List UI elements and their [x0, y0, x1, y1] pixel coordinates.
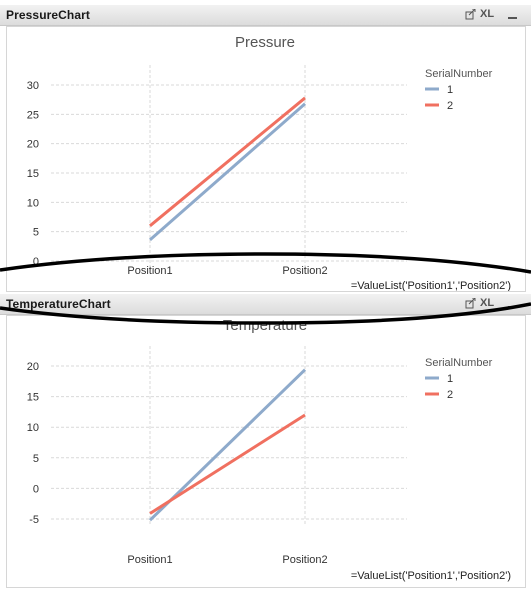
- series-line-2: [149, 413, 306, 515]
- y-tick-label: 10: [27, 422, 39, 434]
- y-tick-label: 30: [27, 80, 39, 92]
- chart-title: Temperature: [223, 317, 307, 334]
- window-toolbar: XL: [465, 297, 521, 310]
- legend-label-2: 2: [447, 389, 453, 401]
- y-tick-label: 5: [33, 227, 39, 239]
- legend-label-1: 1: [447, 373, 453, 385]
- x-dimension-expression: =ValueList('Position1','Position2'): [351, 570, 511, 582]
- y-tick-label: 25: [27, 109, 39, 121]
- y-tick-label: 5: [33, 453, 39, 465]
- minimize-icon[interactable]: [507, 298, 518, 310]
- xl-export-button[interactable]: XL: [480, 8, 495, 20]
- y-tick-label: -5: [29, 514, 39, 526]
- minimize-icon[interactable]: [507, 9, 518, 21]
- y-tick-label: 20: [27, 139, 39, 151]
- window-title: TemperatureChart: [6, 297, 111, 311]
- legend-label-2: 2: [447, 100, 453, 112]
- xl-export-button[interactable]: XL: [480, 297, 495, 309]
- temperature-chart-titlebar[interactable]: TemperatureChart XL: [0, 294, 531, 315]
- legend-title: SerialNumber: [425, 68, 493, 80]
- series-line-2: [149, 96, 306, 227]
- y-tick-label: 0: [33, 483, 39, 495]
- pressure-chart-area[interactable]: 0 5 10 15 20 25 30 Position1 Position2 Pressure Se…: [6, 26, 526, 292]
- x-dimension-expression: =ValueList('Position1','Position2'): [351, 280, 511, 291]
- x-tick-label: Position2: [282, 265, 327, 277]
- y-tick-label: 10: [27, 197, 39, 209]
- series-line-1: [148, 368, 307, 522]
- x-tick-label: Position2: [282, 554, 327, 566]
- x-tick-label: Position1: [127, 554, 172, 566]
- y-tick-label: 20: [27, 361, 39, 373]
- y-tick-label: 0: [33, 256, 39, 268]
- pressure-chart-titlebar[interactable]: PressureChart XL: [0, 5, 531, 26]
- legend-title: SerialNumber: [425, 357, 493, 369]
- window-toolbar: XL: [465, 8, 521, 21]
- y-tick-label: 15: [27, 392, 39, 404]
- temperature-line-chart: -5 0 5 10 15 20 Position1 Position2 Temperature S…: [27, 317, 511, 582]
- temperature-chart-panel: TemperatureChart XL -5 0 5 10 15 20 Position1 P…: [0, 294, 531, 588]
- chart-title: Pressure: [235, 34, 295, 51]
- export-icon[interactable]: [465, 8, 476, 21]
- window-title: PressureChart: [6, 8, 91, 22]
- temperature-chart-area[interactable]: -5 0 5 10 15 20 Position1 Position2 Temperature S…: [6, 315, 526, 588]
- legend-label-1: 1: [447, 84, 453, 96]
- series-line-1: [149, 102, 306, 242]
- export-icon[interactable]: [465, 297, 476, 310]
- pressure-line-chart: 0 5 10 15 20 25 30 Position1 Position2 Pressure Se…: [27, 34, 511, 291]
- x-tick-label: Position1: [127, 265, 172, 277]
- y-tick-label: 15: [27, 168, 39, 180]
- pressure-chart-panel: PressureChart XL 0 5 10 15 20 25 30 Position1 Po…: [0, 5, 531, 292]
